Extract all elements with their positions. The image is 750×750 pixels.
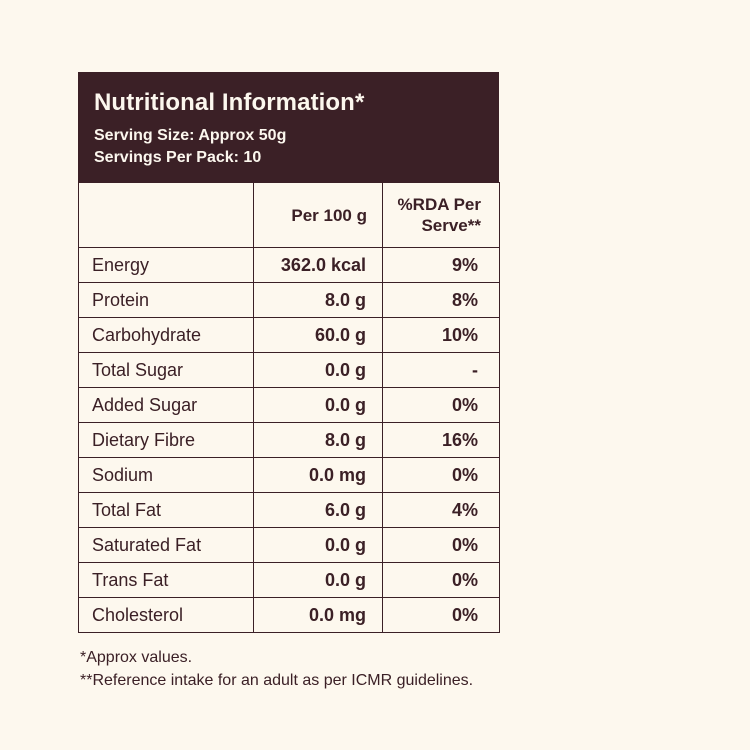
- nutrient-label: Carbohydrate: [78, 317, 254, 353]
- rda-value: 10%: [382, 317, 500, 353]
- table-row: Total Sugar 0.0 g -: [78, 352, 500, 388]
- footnotes: *Approx values. **Reference intake for a…: [78, 646, 499, 692]
- rda-value: 0%: [382, 597, 500, 633]
- per-100g-value: 0.0 g: [253, 562, 383, 598]
- nutrient-label: Added Sugar: [78, 387, 254, 423]
- nutrient-label: Total Fat: [78, 492, 254, 528]
- column-header-per-100g: Per 100 g: [253, 182, 383, 248]
- nutrition-header: Nutritional Information* Serving Size: A…: [78, 72, 499, 182]
- per-100g-value: 8.0 g: [253, 282, 383, 318]
- rda-value: 16%: [382, 422, 500, 458]
- rda-value: 8%: [382, 282, 500, 318]
- rda-value: 0%: [382, 562, 500, 598]
- nutrient-label: Protein: [78, 282, 254, 318]
- nutrient-label: Cholesterol: [78, 597, 254, 633]
- per-100g-value: 362.0 kcal: [253, 247, 383, 283]
- per-100g-value: 0.0 mg: [253, 457, 383, 493]
- servings-per-pack-text: Servings Per Pack: 10: [94, 149, 262, 166]
- table-row: Cholesterol 0.0 mg 0%: [78, 597, 500, 633]
- per-100g-value: 0.0 g: [253, 527, 383, 563]
- nutrition-table: Per 100 g %RDA Per Serve** Energy 362.0 …: [78, 182, 500, 633]
- nutrient-label: Trans Fat: [78, 562, 254, 598]
- nutrition-card: Nutritional Information* Serving Size: A…: [78, 72, 500, 692]
- nutrient-label: Saturated Fat: [78, 527, 254, 563]
- table-row: Carbohydrate 60.0 g 10%: [78, 317, 500, 353]
- rda-value: 0%: [382, 387, 500, 423]
- footnote-approx-values: *Approx values.: [80, 649, 193, 666]
- column-header-item: [78, 182, 254, 248]
- table-row: Protein 8.0 g 8%: [78, 282, 500, 318]
- table-header-row: Per 100 g %RDA Per Serve**: [78, 182, 500, 248]
- rda-value: 0%: [382, 527, 500, 563]
- column-header-rda-per-serve: %RDA Per Serve**: [382, 182, 500, 248]
- nutrient-label: Total Sugar: [78, 352, 254, 388]
- per-100g-value: 0.0 g: [253, 387, 383, 423]
- table-row: Energy 362.0 kcal 9%: [78, 247, 500, 283]
- rda-value: 9%: [382, 247, 500, 283]
- per-100g-value: 8.0 g: [253, 422, 383, 458]
- per-100g-value: 60.0 g: [253, 317, 383, 353]
- serving-size-text: Serving Size: Approx 50g: [94, 127, 287, 144]
- nutrient-label: Energy: [78, 247, 254, 283]
- table-row: Trans Fat 0.0 g 0%: [78, 562, 500, 598]
- rda-value: 4%: [382, 492, 500, 528]
- table-row: Added Sugar 0.0 g 0%: [78, 387, 500, 423]
- footnote-reference-intake: **Reference intake for an adult as per I…: [80, 672, 474, 689]
- nutrient-label: Dietary Fibre: [78, 422, 254, 458]
- rda-value: 0%: [382, 457, 500, 493]
- table-row: Saturated Fat 0.0 g 0%: [78, 527, 500, 563]
- nutrient-label: Sodium: [78, 457, 254, 493]
- page-title: Nutritional Information*: [94, 89, 365, 116]
- rda-value: -: [382, 352, 500, 388]
- table-row: Sodium 0.0 mg 0%: [78, 457, 500, 493]
- per-100g-value: 0.0 mg: [253, 597, 383, 633]
- per-100g-value: 0.0 g: [253, 352, 383, 388]
- table-row: Dietary Fibre 8.0 g 16%: [78, 422, 500, 458]
- table-row: Total Fat 6.0 g 4%: [78, 492, 500, 528]
- per-100g-value: 6.0 g: [253, 492, 383, 528]
